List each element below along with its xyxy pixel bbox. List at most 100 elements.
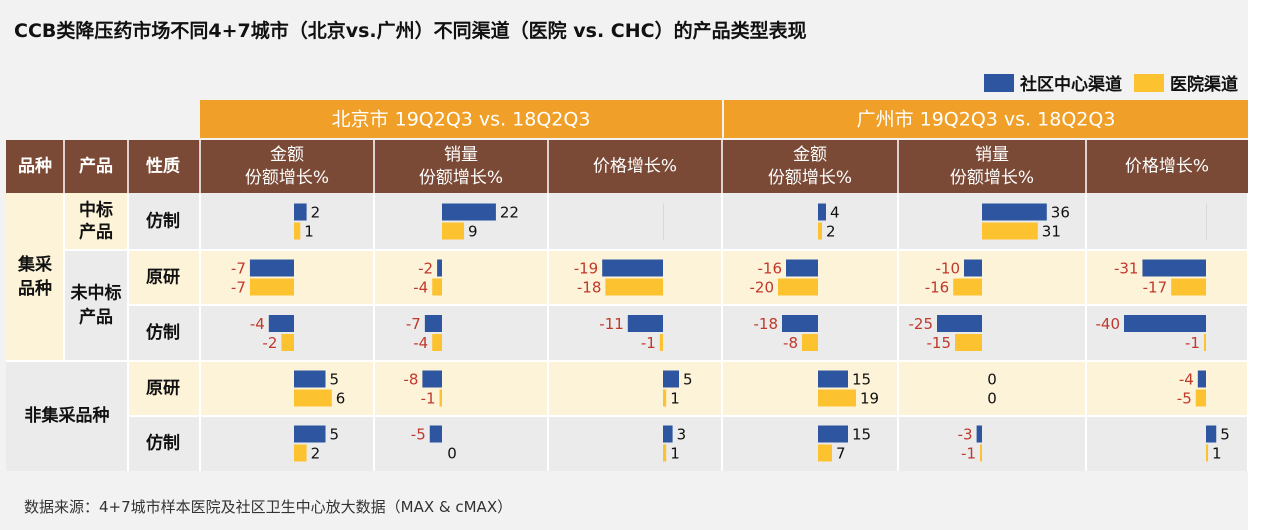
row-background-2 <box>128 250 1248 305</box>
bar-hospital-r3-c2 <box>432 334 442 351</box>
value-label-chc-r1-c5: 36 <box>1051 204 1070 222</box>
bar-hospital-r3-c3 <box>659 334 663 351</box>
value-label-chc-r2-c2: -2 <box>418 260 433 278</box>
value-label-hospital-r3-c3: -1 <box>641 334 656 352</box>
value-label-chc-r4-c6: -4 <box>1179 371 1194 389</box>
nature-label-3: 仿制 <box>146 322 180 343</box>
bar-chc-r2-c1 <box>249 259 294 277</box>
bar-chc-r2-c6 <box>1142 259 1206 277</box>
bar-hospital-r5-c3 <box>663 444 667 462</box>
bar-hospital-r2-c2 <box>432 278 442 296</box>
bar-chc-r3-c6 <box>1124 315 1206 332</box>
group-cell-jicai <box>6 193 64 361</box>
value-label-chc-r2-c5: -10 <box>936 260 961 278</box>
value-label-hospital-r5-c6: 1 <box>1212 445 1222 463</box>
metric-header-0-line1: 金额 <box>270 145 304 165</box>
value-label-chc-r2-c6: -31 <box>1114 260 1139 278</box>
bar-chc-r3-c4 <box>782 315 818 332</box>
value-label-chc-r4-c5: 0 <box>987 371 997 389</box>
value-label-hospital-r5-c4: 7 <box>836 445 846 463</box>
value-label-hospital-r2-c6: -17 <box>1143 279 1168 297</box>
bar-hospital-r4-c1 <box>294 389 332 407</box>
bar-chc-r3-c1 <box>268 315 294 332</box>
bar-chc-r5-c6 <box>1206 425 1217 443</box>
metric-header-4-line1: 销量 <box>975 145 1009 165</box>
legend: 社区中心渠道 医院渠道 <box>972 70 1238 95</box>
value-label-chc-r3-c1: -4 <box>250 315 265 333</box>
value-label-chc-r5-c4: 15 <box>852 426 871 444</box>
value-label-chc-r2-c4: -16 <box>758 260 783 278</box>
row-background-4 <box>128 361 1248 416</box>
row-header-3: 性质 <box>146 156 180 177</box>
product-cell-weizhongbiao <box>64 250 128 361</box>
value-label-chc-r5-c2: -5 <box>411 426 426 444</box>
column-header-bar <box>6 140 1248 193</box>
bar-chc-r5-c3 <box>663 425 673 443</box>
legend-item-hospital: 医院渠道 <box>1134 70 1238 95</box>
legend-swatch-hospital <box>1134 73 1164 92</box>
bar-hospital-r3-c5 <box>955 334 982 351</box>
bar-hospital-r4-c4 <box>818 389 856 407</box>
bar-hospital-r2-c1 <box>249 278 294 296</box>
nature-label-1: 仿制 <box>146 211 180 232</box>
nature-label-4: 原研 <box>146 379 180 399</box>
bar-chc-r2-c4 <box>786 259 818 277</box>
value-label-hospital-r1-c2: 9 <box>468 223 478 241</box>
value-label-hospital-r5-c5: -1 <box>961 445 976 463</box>
bar-hospital-r1-c4 <box>818 222 822 240</box>
bar-chc-r2-c2 <box>437 259 442 277</box>
value-label-chc-r3-c3: -11 <box>599 315 624 333</box>
value-label-hospital-r4-c5: 0 <box>987 390 997 408</box>
city-header-guangzhou <box>724 100 1248 138</box>
value-label-hospital-r1-c5: 31 <box>1042 223 1061 241</box>
value-label-chc-r2-c3: -19 <box>574 260 599 278</box>
value-label-hospital-r2-c1: -7 <box>231 279 246 297</box>
value-label-chc-r2-c1: -7 <box>231 260 246 278</box>
value-label-chc-r4-c1: 5 <box>330 371 340 389</box>
metric-header-3-line1: 金额 <box>793 145 827 165</box>
value-label-chc-r4-c4: 15 <box>852 371 871 389</box>
value-label-hospital-r3-c1: -2 <box>262 334 277 352</box>
value-label-hospital-r2-c3: -18 <box>577 279 602 297</box>
row-background-5 <box>128 416 1248 471</box>
value-label-hospital-r2-c5: -16 <box>925 279 950 297</box>
bar-hospital-r1-c5 <box>982 222 1038 240</box>
metric-header-4-line2: 份额增长% <box>950 168 1034 188</box>
nature-label-2: 原研 <box>146 268 180 288</box>
bar-hospital-r3-c6 <box>1203 334 1206 351</box>
data-source: 数据来源：4+7城市样本医院及社区卫生中心放大数据（MAX & cMAX） <box>24 498 513 516</box>
bar-hospital-r2-c3 <box>605 278 663 296</box>
bar-chc-r2-c3 <box>602 259 663 277</box>
value-label-chc-r4-c2: -8 <box>403 371 418 389</box>
bar-chc-r4-c2 <box>422 370 442 388</box>
value-label-hospital-r4-c2: -1 <box>421 390 436 408</box>
row-header-1: 品种 <box>18 156 52 177</box>
bar-hospital-r4-c6 <box>1195 389 1206 407</box>
bar-chc-r5-c2 <box>429 425 442 443</box>
value-label-hospital-r2-c4: -20 <box>750 279 775 297</box>
bar-hospital-r2-c5 <box>953 278 982 296</box>
metric-header-1-line1: 销量 <box>444 145 478 165</box>
city-header-beijing <box>200 100 722 138</box>
value-label-chc-r1-c1: 2 <box>311 204 321 222</box>
value-label-hospital-r5-c1: 2 <box>311 445 321 463</box>
legend-swatch-chc <box>984 73 1014 92</box>
bar-chc-r4-c4 <box>818 370 848 388</box>
value-label-chc-r3-c5: -25 <box>909 315 934 333</box>
bar-hospital-r5-c6 <box>1206 444 1209 462</box>
bar-chc-r5-c1 <box>294 425 326 443</box>
bar-hospital-r3-c1 <box>281 334 294 351</box>
bar-hospital-r3-c4 <box>802 334 818 351</box>
group-label-jicai-line1: 集采 <box>17 254 52 275</box>
city-header-guangzhou-label: 广州市 19Q2Q3 vs. 18Q2Q3 <box>857 109 1116 131</box>
bar-chc-r4-c6 <box>1197 370 1206 388</box>
value-label-hospital-r3-c5: -15 <box>927 334 952 352</box>
value-label-chc-r3-c4: -18 <box>754 315 779 333</box>
chart-title: CCB类降压药市场不同4+7城市（北京vs.广州）不同渠道（医院 vs. CHC… <box>14 20 807 42</box>
value-label-hospital-r3-c2: -4 <box>413 334 428 352</box>
bar-hospital-r5-c5 <box>980 444 982 462</box>
bar-hospital-r1-c2 <box>442 222 465 240</box>
bar-chc-r1-c2 <box>442 203 496 221</box>
bar-hospital-r4-c2 <box>439 389 442 407</box>
